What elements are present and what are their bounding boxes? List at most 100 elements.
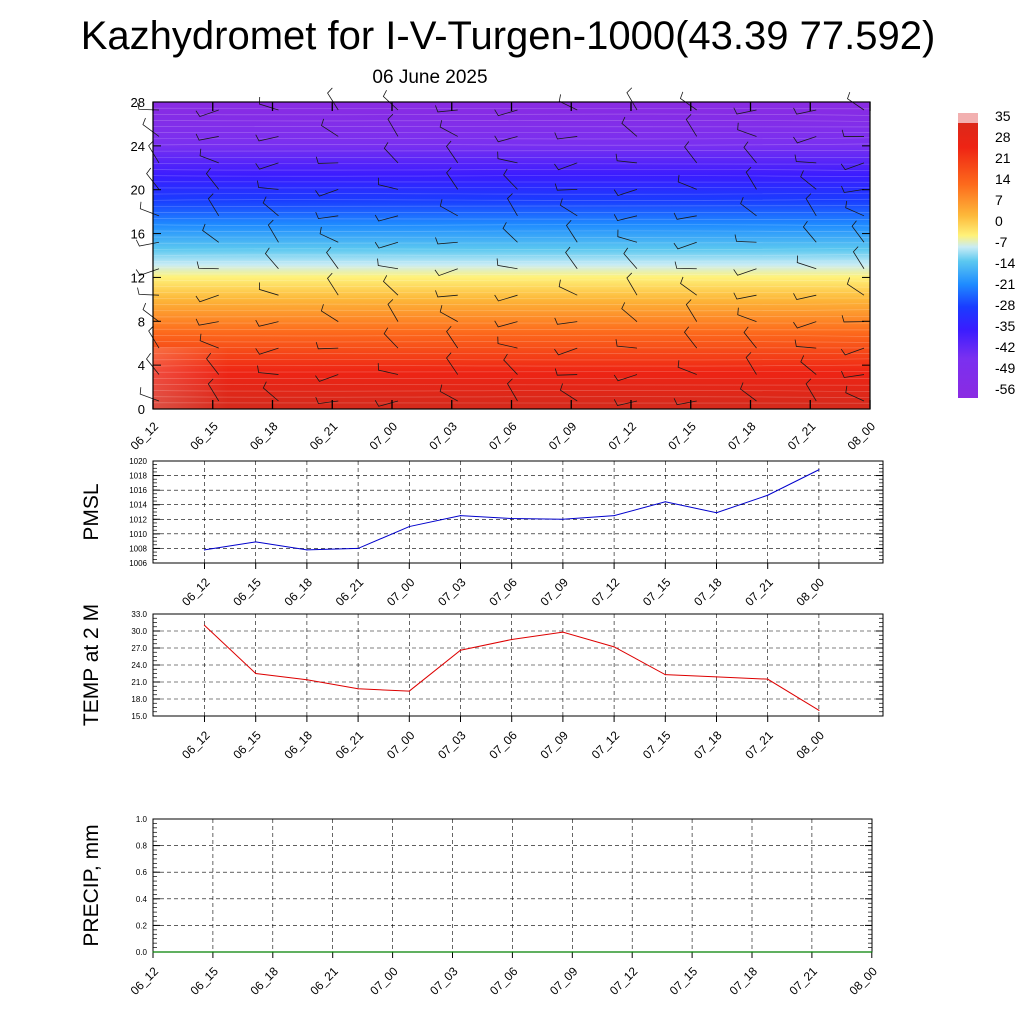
contour-line <box>152 137 871 140</box>
x-tick-label: 07_00 <box>384 728 418 762</box>
colorbar-label: -42 <box>995 339 1015 355</box>
y-tick-label: 27.0 <box>131 644 147 653</box>
wind-barb <box>554 183 578 191</box>
series-point <box>255 672 257 675</box>
series-point <box>562 631 564 633</box>
y-tick-label: 4 <box>138 358 145 373</box>
wind-barb <box>685 114 698 137</box>
wind-barb <box>207 193 220 217</box>
wind-barb <box>841 185 865 193</box>
y-axis-label: PRECIP, mm <box>80 824 103 946</box>
wind-barb <box>195 318 219 326</box>
wind-barb <box>840 347 865 356</box>
contour-line <box>152 230 871 233</box>
temperature-heatmap-panel: 0 4 8 12 16 20 24 28 06_12 06_15 06_18 06_21 07_00 07… <box>128 87 878 453</box>
series-point <box>357 688 359 690</box>
x-tick-label: 07_21 <box>785 419 819 453</box>
wind-barb <box>677 360 697 375</box>
y-tick-label: 28 <box>131 95 145 110</box>
wind-barb <box>148 325 160 349</box>
wind-barb <box>382 275 399 296</box>
series-point <box>811 951 813 953</box>
wind-barb <box>315 341 339 350</box>
contour-line <box>152 175 871 177</box>
wind-barb <box>377 177 399 190</box>
wind-barb <box>565 246 578 269</box>
x-tick-label: 06_15 <box>187 419 221 453</box>
contour-line <box>152 334 871 337</box>
wind-barb <box>623 247 638 269</box>
x-tick-label: 06_18 <box>247 964 281 998</box>
wind-barb <box>794 154 817 164</box>
wind-barb <box>319 226 339 243</box>
wind-barb <box>734 234 757 243</box>
x-tick-label: 07_03 <box>427 964 461 998</box>
wind-barb <box>673 241 697 250</box>
series-point <box>818 469 820 471</box>
wind-barb <box>146 167 160 190</box>
wind-barb <box>195 133 219 141</box>
series-point <box>715 512 718 514</box>
wind-barb <box>257 365 279 375</box>
y-tick-label: 1008 <box>129 544 147 553</box>
wind-barb <box>621 116 638 137</box>
y-tick-label: 12 <box>131 270 145 285</box>
contour-line <box>152 254 871 256</box>
wind-barb <box>255 347 279 355</box>
wind-barb <box>621 302 638 322</box>
x-tick-label: 07_12 <box>607 964 641 998</box>
series-point <box>511 638 513 641</box>
wind-barb <box>137 102 160 111</box>
wind-barb <box>264 247 279 269</box>
wind-barb <box>554 368 578 376</box>
wind-barb <box>617 229 638 243</box>
temp-panel: 15.0 18.0 21.0 24.0 27.0 30.0 33.0 06_12 06_15 06… <box>80 604 884 762</box>
colorbar-fill <box>958 113 978 398</box>
wind-barb <box>315 188 339 197</box>
contour-line <box>152 285 871 288</box>
wind-barb <box>841 315 865 323</box>
y-tick-label: 20 <box>131 183 145 198</box>
wind-barb <box>255 162 279 170</box>
x-tick-label: 06_21 <box>307 419 341 453</box>
wind-barb <box>805 378 817 402</box>
wind-barb <box>554 347 578 356</box>
colorbar-label: -28 <box>995 297 1015 313</box>
wind-barb <box>506 378 518 402</box>
x-tick-label: 06_21 <box>333 728 367 762</box>
series-point <box>357 547 359 550</box>
wind-barb <box>494 320 518 328</box>
x-tick-label: 06_12 <box>128 964 162 998</box>
contour-line <box>152 192 871 195</box>
series-point <box>203 549 206 551</box>
wind-barb <box>320 304 339 322</box>
series-point <box>152 951 154 953</box>
x-tick-label: 07_09 <box>546 419 580 453</box>
x-tick-label: 07_18 <box>691 575 725 609</box>
colorbar-label: -56 <box>995 381 1015 397</box>
heatmap-warm-zone <box>153 347 404 409</box>
y-tick-label: 24 <box>131 139 145 154</box>
colorbar-label: 7 <box>995 192 1003 208</box>
x-tick-label: 06_12 <box>179 728 213 762</box>
wind-barb <box>262 196 279 217</box>
x-tick-label: 07_00 <box>384 575 418 609</box>
wind-barb <box>733 268 757 276</box>
wind-barb <box>315 211 339 220</box>
colorbar-label: 28 <box>995 129 1011 145</box>
y-tick-label: 15.0 <box>131 712 147 721</box>
wind-barb <box>793 321 817 329</box>
chart-title: Kazhydromet for I-V-Turgen-1000(43.39 77… <box>80 14 936 58</box>
wind-barb <box>626 272 638 296</box>
y-tick-label: 1010 <box>129 530 147 539</box>
y-tick-label: 0.4 <box>136 895 148 904</box>
x-tick-label: 08_00 <box>794 728 828 762</box>
pmsl-panel: 1006 1008 1010 1012 1014 1016 1018 1020 06_12 06_… <box>80 457 884 609</box>
y-axis-label: PMSL <box>80 483 103 540</box>
wind-barb <box>506 193 518 217</box>
wind-barb <box>494 135 518 143</box>
series-point <box>767 494 769 496</box>
x-tick-label: 07_09 <box>538 728 572 762</box>
x-tick-label: 07_18 <box>691 728 725 762</box>
wind-barb <box>683 326 698 349</box>
